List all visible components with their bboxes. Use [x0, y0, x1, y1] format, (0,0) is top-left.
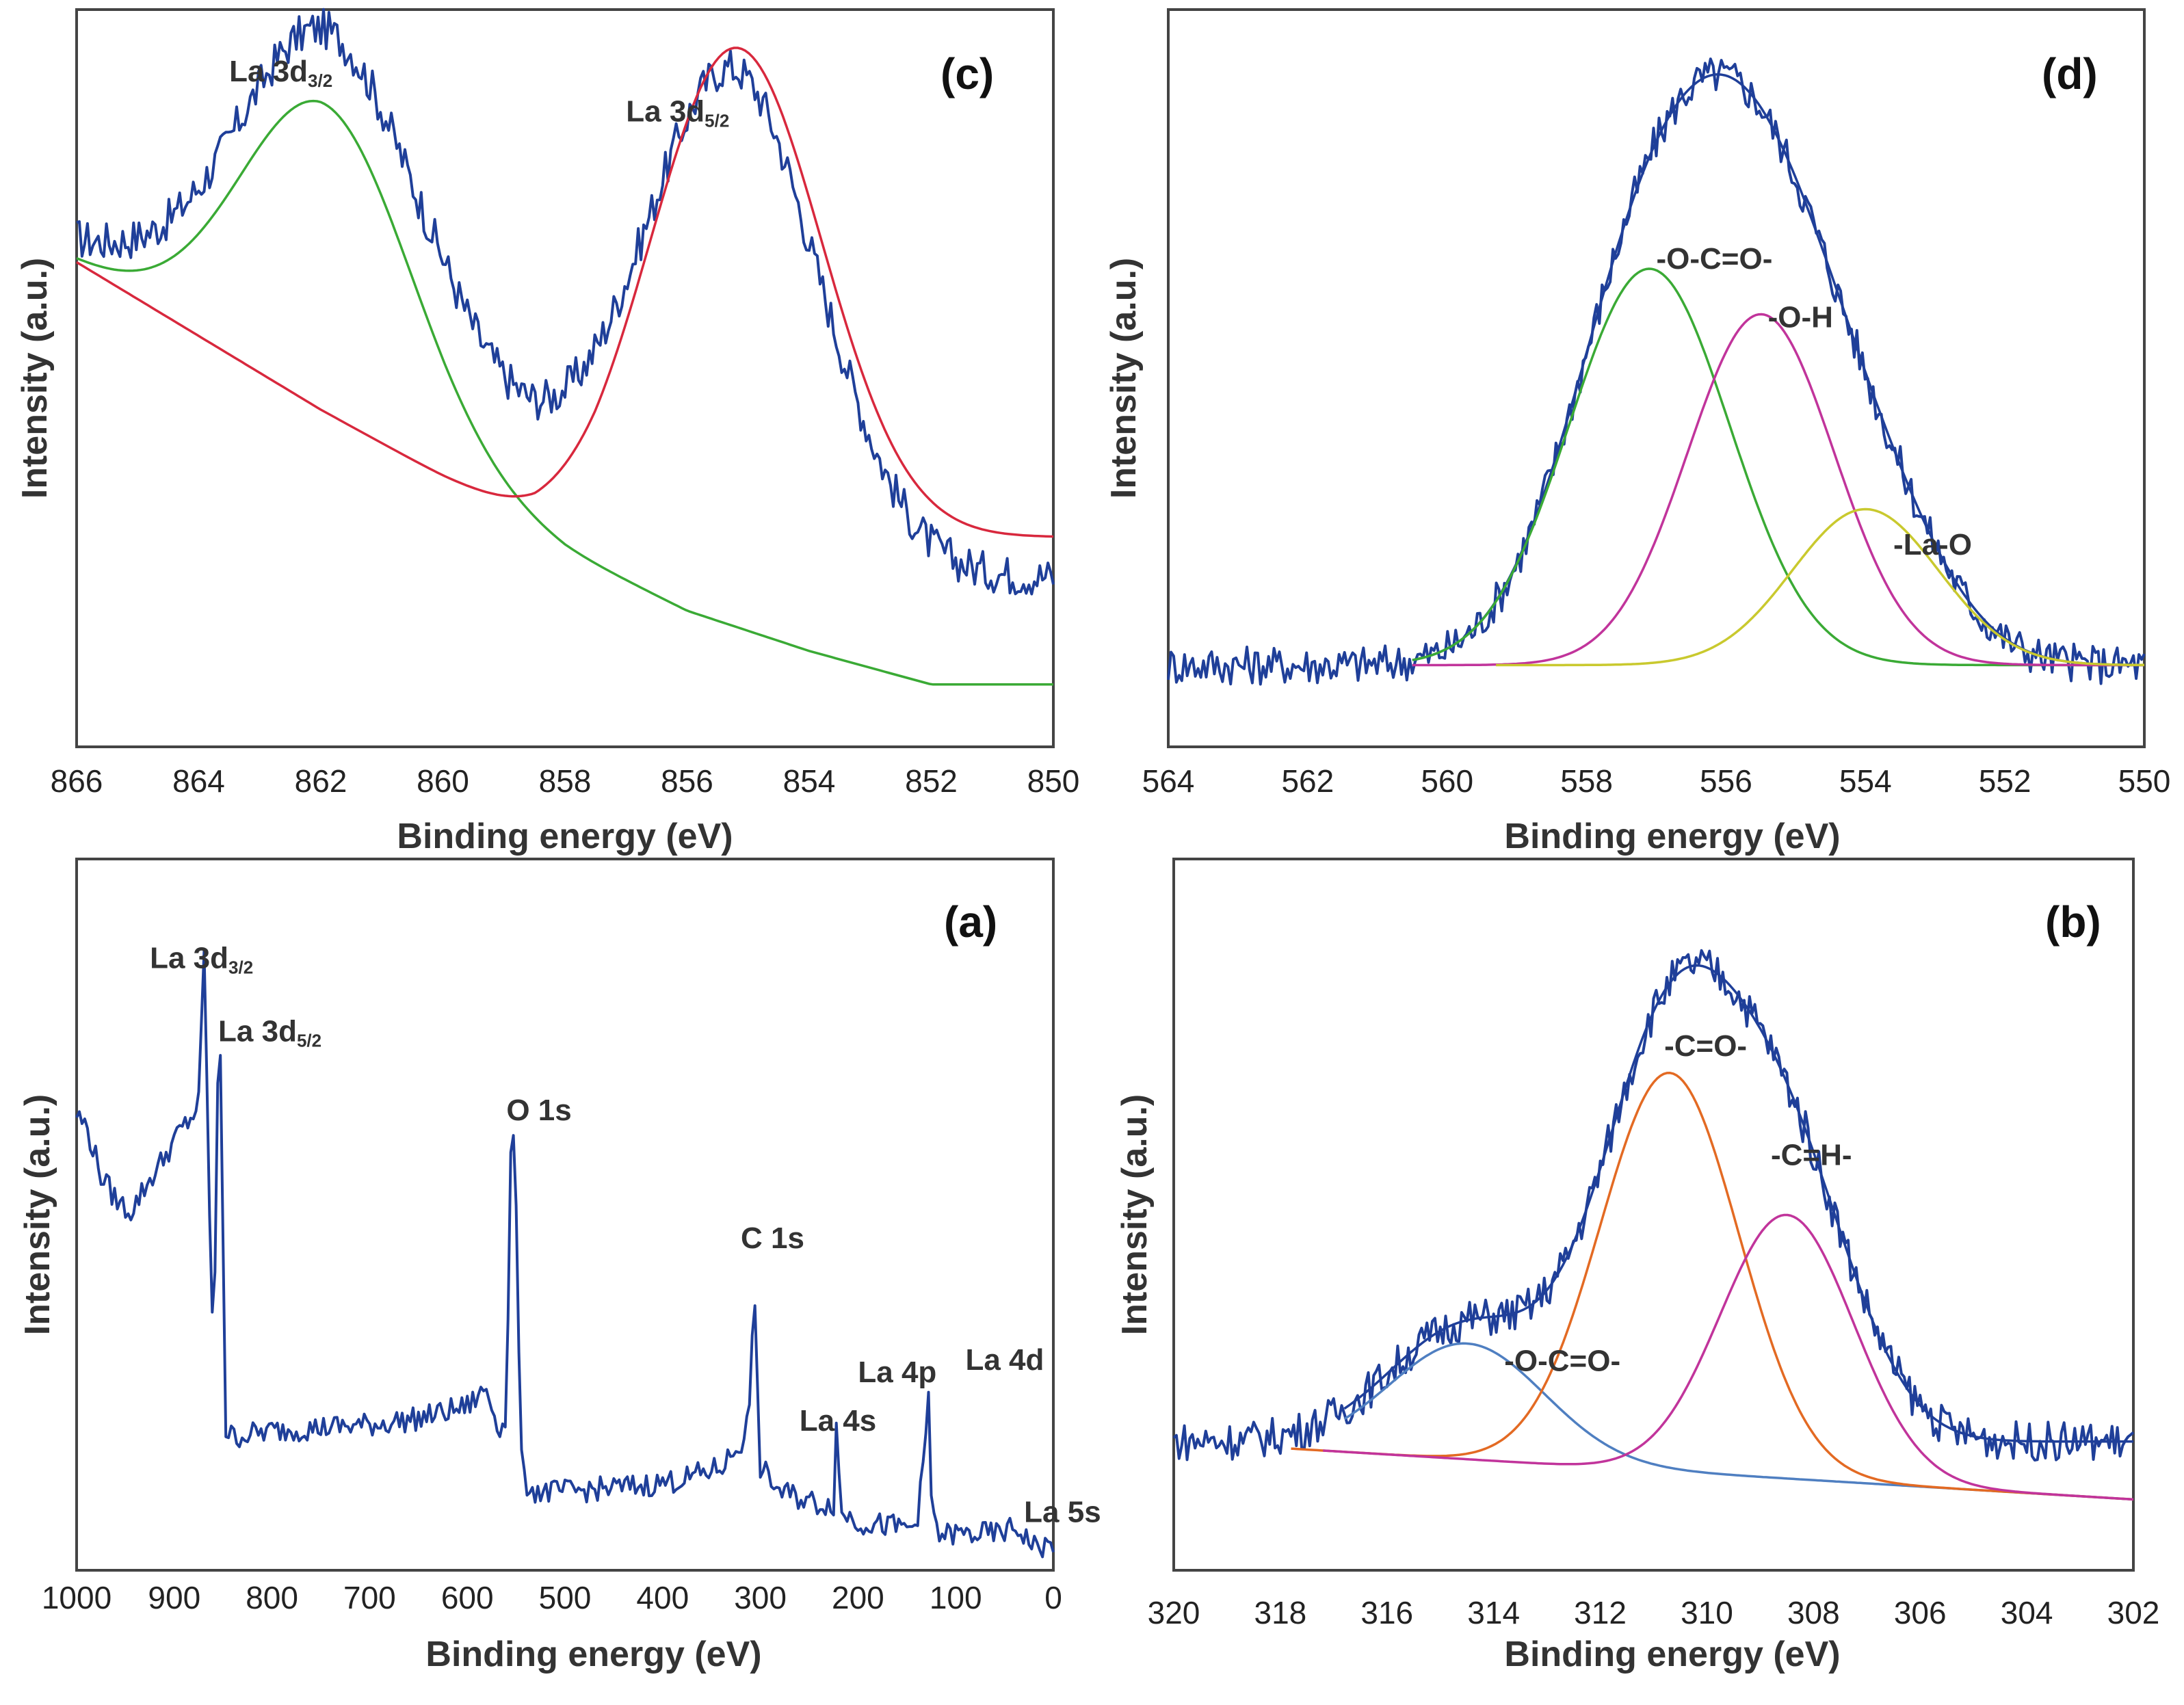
panel-d-series-4 [1496, 507, 2144, 667]
panel-a: (a) La 3d3/2 La 3d5/2 O 1s C 1s La 4s La 4p La… [18, 858, 1101, 1674]
panel-b-xtick-label: 302 [2107, 1595, 2160, 1630]
panel-a-peak-label: La 3d5/2 [218, 1014, 321, 1050]
panel-b-annotations: -C=O- -C=H- -O-C=O- [1504, 1029, 1852, 1378]
panel-a-xtick-label: 500 [539, 1580, 592, 1615]
panel-c: (c) La 3d3/2La 3d5/2 866 864 862 860 858 856 8… [15, 8, 1080, 856]
panel-c-frame [75, 8, 1055, 748]
panel-d-series-0 [1167, 57, 2146, 686]
panel-d-xtick-label: 562 [1281, 763, 1334, 799]
panel-d: (d) -O-C=O--O-H-La-O 564 562 560 558 556 554 5… [1104, 8, 2171, 856]
panel-a-curves [75, 949, 1055, 1559]
panel-a-xtick-label: 400 [636, 1580, 689, 1615]
panel-d-xtick-label: 552 [1979, 763, 2031, 799]
panel-b-xtick-label: 308 [1787, 1595, 1840, 1630]
panel-a-peak-label: La 4s [800, 1404, 877, 1438]
panel-d-series-3 [1412, 313, 2144, 667]
panel-b-label: (b) [2045, 897, 2101, 947]
panel-a-ticks: 1000 900 800 700 600 500 400 300 200 100 0 [42, 1580, 1062, 1615]
panel-b-xtick-label: 310 [1681, 1595, 1733, 1630]
panel-b-series-1 [1343, 964, 2133, 1443]
panel-a-peak-label: C 1s [741, 1221, 804, 1255]
panel-a-peak-label: La 3d3/2 [150, 942, 253, 978]
panel-b-xlabel: Binding energy (eV) [1504, 1635, 1840, 1674]
panel-d-xtick-label: 564 [1142, 763, 1195, 799]
panel-a-xtick-label: 100 [930, 1580, 982, 1615]
panel-b-xtick-label: 316 [1360, 1595, 1413, 1630]
panel-d-curves [1167, 57, 2146, 686]
panel-a-label: (a) [944, 897, 997, 947]
panel-c-xtick-label: 860 [417, 763, 469, 799]
panel-d-xtick-label: 556 [1700, 763, 1752, 799]
panel-d-xtick-label: 558 [1560, 763, 1613, 799]
panel-a-xtick-label: 1000 [42, 1580, 111, 1615]
panel-c-series-0 [76, 8, 1055, 596]
panel-d-annotations: -O-C=O- -O-H -La-O [1657, 242, 1972, 561]
panel-a-xtick-label: 300 [734, 1580, 787, 1615]
panel-c-xtick-label: 850 [1027, 763, 1080, 799]
panel-d-label: (d) [2042, 49, 2098, 98]
panel-a-peak-label: La 4p [858, 1356, 936, 1389]
panel-b-ticks: 320 318 316 314 312 310 308 306 304 302 [1148, 1595, 2160, 1630]
panel-b: (b) -C=O- -C=H- -O-C=O- 320 318 316 314 312 310… [1115, 858, 2160, 1674]
panel-a-xtick-label: 700 [343, 1580, 396, 1615]
panel-d-ylabel: Intensity (a.u.) [1104, 258, 1144, 499]
panel-c-xtick-label: 862 [295, 763, 347, 799]
panel-c-label: (c) [940, 49, 994, 98]
panel-b-peak-label: -C=O- [1664, 1029, 1747, 1063]
panel-d-peak-label: -O-C=O- [1657, 242, 1773, 276]
panel-a-ylabel: Intensity (a.u.) [18, 1094, 57, 1335]
panel-b-ylabel: Intensity (a.u.) [1115, 1094, 1155, 1335]
panel-c-ticks: 866 864 862 860 858 856 854 852 850 [51, 763, 1080, 799]
panel-c-curves [76, 8, 1055, 686]
panel-c-xtick-label: 864 [172, 763, 225, 799]
panel-b-xtick-label: 306 [1894, 1595, 1947, 1630]
panel-b-xtick-label: 314 [1467, 1595, 1520, 1630]
panel-c-xtick-label: 858 [539, 763, 592, 799]
panel-c-peak-label: La 3d3/2 [229, 55, 332, 91]
panel-a-peak-label: O 1s [506, 1094, 571, 1127]
panel-b-curves [1172, 949, 2135, 1501]
panel-c-xtick-label: 852 [905, 763, 958, 799]
panel-c-peak-label: La 3d5/2 [626, 95, 729, 131]
panel-c-series-2 [76, 47, 1054, 538]
panel-b-series-0 [1172, 949, 2135, 1462]
panel-c-xtick-label: 854 [783, 763, 836, 799]
panel-a-peak-label: La 5s [1024, 1496, 1101, 1529]
panel-a-xtick-label: 800 [246, 1580, 298, 1615]
panel-b-xtick-label: 312 [1574, 1595, 1627, 1630]
panel-a-xtick-label: 200 [832, 1580, 884, 1615]
panel-b-xtick-label: 318 [1254, 1595, 1307, 1630]
panel-c-xtick-label: 866 [51, 763, 103, 799]
panel-c-ylabel: Intensity (a.u.) [15, 258, 55, 499]
panel-c-annotations: La 3d3/2 La 3d5/2 [229, 55, 729, 131]
panel-a-series-0 [75, 949, 1055, 1559]
panel-a-xtick-label: 900 [148, 1580, 200, 1615]
panel-a-xlabel: Binding energy (eV) [425, 1635, 761, 1674]
panel-a-xtick-label: 600 [441, 1580, 494, 1615]
panel-d-ticks: 564 562 560 558 556 554 552 550 [1142, 763, 2171, 799]
panel-d-xtick-label: 554 [1839, 763, 1892, 799]
panel-d-frame [1167, 8, 2146, 748]
panel-d-xtick-label: 560 [1421, 763, 1473, 799]
panel-b-peak-label: -C=H- [1771, 1139, 1852, 1172]
panel-b-xtick-label: 304 [2001, 1595, 2053, 1630]
panel-b-xtick-label: 320 [1148, 1595, 1200, 1630]
panel-d-peak-label: -La-O [1893, 528, 1972, 561]
panel-a-xtick-label: 0 [1044, 1580, 1062, 1615]
panel-c-xlabel: Binding energy (eV) [397, 817, 733, 856]
panel-b-peak-label: -O-C=O- [1504, 1344, 1620, 1377]
panel-c-xtick-label: 856 [661, 763, 713, 799]
panel-b-series-3 [1291, 1072, 2134, 1501]
panel-d-xlabel: Binding energy (eV) [1504, 817, 1840, 856]
panel-c-series-1 [76, 99, 1053, 686]
panel-d-peak-label: -O-H [1768, 301, 1833, 334]
panel-d-series-1 [1412, 73, 2144, 667]
panel-b-frame [1172, 858, 2135, 1572]
panel-a-frame [75, 858, 1055, 1572]
panel-a-peak-label: La 4d [965, 1343, 1044, 1377]
panel-b-series-4 [1323, 1213, 2134, 1501]
panel-d-xtick-label: 550 [2118, 763, 2171, 799]
